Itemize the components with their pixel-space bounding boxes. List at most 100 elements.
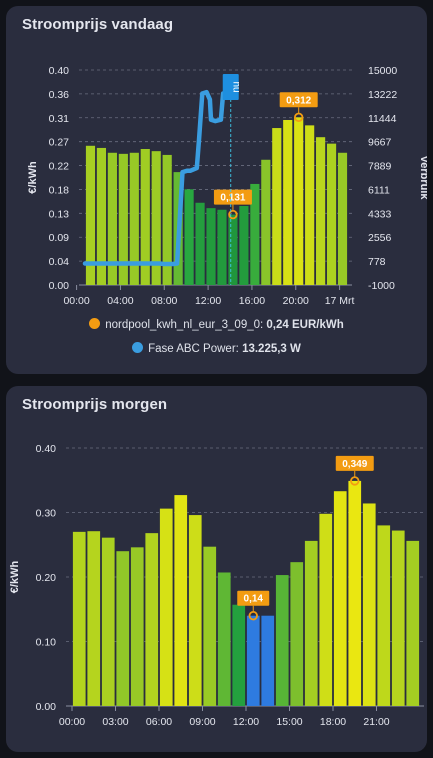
y2-tick-label: 13222 [368, 89, 397, 101]
card-stroomprijs-vandaag: Stroomprijs vandaag 0.00 0.04 0.09 0.13 0.18… [6, 6, 427, 374]
legend-power-name: Fase ABC Power: [148, 343, 239, 355]
legend-price-value: 0,24 EUR/kWh [266, 319, 344, 331]
bar [129, 152, 139, 285]
x-tick-label: 00:00 [59, 716, 85, 728]
annotation-box [279, 92, 318, 108]
bar [283, 119, 293, 285]
y-tick-label: 0.22 [49, 161, 70, 173]
bar [377, 525, 391, 706]
annotation-marker [293, 112, 304, 122]
card-title-morgen: Stroomprijs morgen [22, 396, 168, 413]
y-axis-label: €/kWh [27, 161, 39, 194]
legend-price-name: nordpool_kwh_nl_eur_3_09_0: [105, 319, 264, 331]
bar [107, 152, 117, 285]
bar [326, 143, 337, 285]
annotation-box [213, 189, 252, 205]
bar [239, 205, 249, 285]
y2-tick-label: 15000 [368, 65, 397, 77]
bar [130, 547, 144, 706]
bar [72, 531, 86, 706]
x-tick-label: 18:00 [320, 716, 346, 728]
bar [206, 208, 216, 285]
y2-tick-label: 2556 [368, 232, 392, 244]
bar [151, 151, 161, 285]
legend-power-value: 13.225,3 W [242, 343, 301, 355]
y2-tick-label: 778 [368, 256, 386, 268]
bar [250, 183, 260, 285]
bar [305, 125, 315, 285]
x-tick-label: 08:00 [151, 295, 177, 307]
chart-vandaag[interactable]: 0.00 0.04 0.09 0.13 0.18 0.22 0.27 0.31 0.36 0.40… [6, 6, 427, 318]
bar [162, 154, 172, 285]
bar [140, 149, 150, 285]
y2-tick-label: 6111 [368, 184, 390, 196]
bar [304, 540, 318, 706]
x-tick-label: 21:00 [363, 716, 389, 728]
y2-tick-label: 7889 [368, 161, 392, 173]
bar [159, 508, 173, 706]
chart-morgen[interactable]: 0.00 0.10 0.20 0.30 0.40 €/kWh 00:00 03:00 06:00… [6, 386, 427, 752]
x-tick-label: 15:00 [276, 716, 302, 728]
legend-dot-power [132, 342, 144, 353]
now-marker-label: nu [231, 81, 242, 92]
y-tick-label: 0.18 [49, 184, 70, 196]
x-tick-label: 12:00 [233, 716, 259, 728]
y-tick-label: 0.27 [49, 137, 70, 149]
x-tick-label: 00:00 [63, 295, 89, 307]
card-stroomprijs-morgen: Stroomprijs morgen 0.00 0.10 0.20 0.30 0.40 €… [6, 386, 427, 752]
y-tick-label: 0.20 [36, 572, 57, 584]
x-tick-label: 06:00 [146, 716, 172, 728]
card-title-vandaag: Stroomprijs vandaag [22, 16, 174, 33]
annotation-marker [248, 610, 258, 621]
bar [116, 551, 130, 706]
bar [261, 615, 275, 706]
y-tick-label: 0.09 [49, 232, 70, 244]
x-tick-label: 12:00 [195, 295, 221, 307]
bar [228, 214, 238, 285]
bar [261, 159, 271, 285]
y-tick-label: 0.40 [36, 443, 57, 455]
annotation-label: 0,312 [286, 95, 311, 106]
bar [275, 575, 289, 706]
legend-dot-price [89, 318, 101, 329]
x-tick-label: 17 Mrt [325, 295, 355, 307]
power-line [82, 89, 233, 267]
bar [246, 615, 260, 706]
bar [217, 572, 231, 706]
bar [333, 491, 347, 706]
bar [101, 537, 115, 706]
bar [96, 147, 107, 285]
bar [406, 540, 420, 706]
y-tick-label: 0.36 [49, 89, 70, 101]
bar [316, 137, 326, 285]
annotation-box [237, 590, 270, 606]
bar [87, 531, 101, 706]
bar [145, 533, 159, 706]
y-tick-label: 0.04 [49, 256, 70, 268]
bar [319, 513, 333, 706]
annotation-marker [350, 476, 360, 486]
x-tick-label: 09:00 [189, 716, 215, 728]
bar [85, 145, 96, 285]
y-tick-label: 0.10 [36, 637, 57, 649]
bar [217, 209, 227, 285]
bar [272, 128, 282, 285]
legend-item-price[interactable]: nordpool_kwh_nl_eur_3_09_0: 0,24 EUR/kWh [6, 318, 427, 331]
bar [294, 117, 304, 285]
y2-tick-label: 4333 [368, 208, 392, 220]
bar [195, 202, 205, 285]
annotation-box [335, 455, 374, 471]
y-tick-label: 0.00 [36, 701, 57, 713]
annotation-marker [228, 209, 238, 220]
bar [188, 515, 202, 706]
bar [118, 153, 128, 285]
bar [337, 152, 348, 285]
y-tick-label: 0.31 [49, 113, 70, 125]
bar [391, 530, 405, 706]
annotation-label: 0,14 [244, 594, 264, 605]
bar [232, 604, 246, 706]
legend-item-power[interactable]: Fase ABC Power: 13.225,3 W [6, 342, 427, 355]
y-tick-label: 0.40 [49, 65, 70, 77]
y2-tick-label: 11444 [368, 113, 397, 125]
y-tick-label: 0.13 [49, 208, 70, 220]
